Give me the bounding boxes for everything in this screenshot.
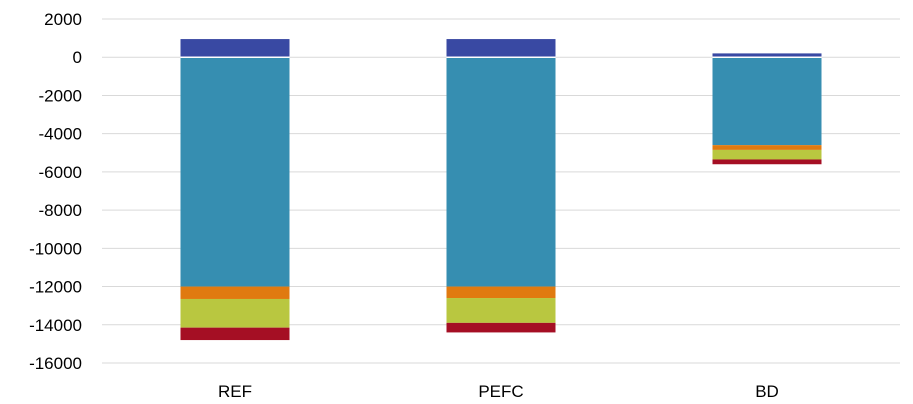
bar-segment-bd-2 <box>712 57 822 146</box>
y-tick-label: -4000 <box>39 125 82 144</box>
bar-segment-pefc-4 <box>446 298 556 323</box>
bar-segment-ref-1 <box>180 39 290 58</box>
y-tick-label: 0 <box>73 48 82 67</box>
y-tick-label: -14000 <box>29 316 82 335</box>
y-tick-label: -2000 <box>39 86 82 105</box>
bar-segment-bd-4 <box>712 149 822 160</box>
bar-segment-pefc-5 <box>446 322 556 333</box>
y-tick-label: -10000 <box>29 239 82 258</box>
bar-segment-pefc-1 <box>446 39 556 58</box>
x-category-label: PEFC <box>478 382 523 401</box>
x-category-label: REF <box>218 382 252 401</box>
x-axis-category-labels: REF PEFC BD <box>218 382 779 401</box>
y-tick-label: -16000 <box>29 354 82 373</box>
y-tick-label: -12000 <box>29 278 82 297</box>
bar-segment-bd-3 <box>712 145 822 150</box>
bar-segment-pefc-2 <box>446 57 556 287</box>
y-tick-label: -8000 <box>39 201 82 220</box>
bar-segment-bd-5 <box>712 159 822 165</box>
bar-segments <box>180 39 822 341</box>
y-tick-label: 2000 <box>44 10 82 29</box>
bar-segment-ref-5 <box>180 327 290 341</box>
bar-segment-ref-4 <box>180 298 290 328</box>
bar-segment-pefc-3 <box>446 286 556 299</box>
y-axis-tick-labels: 2000 0 -2000 -4000 -6000 -8000 -10000 -12000 -14… <box>29 10 82 373</box>
x-category-label: BD <box>755 382 779 401</box>
y-tick-label: -6000 <box>39 163 82 182</box>
bar-segment-bd-1 <box>712 53 822 58</box>
bar-segment-ref-2 <box>180 57 290 287</box>
bar-segment-ref-3 <box>180 286 290 299</box>
